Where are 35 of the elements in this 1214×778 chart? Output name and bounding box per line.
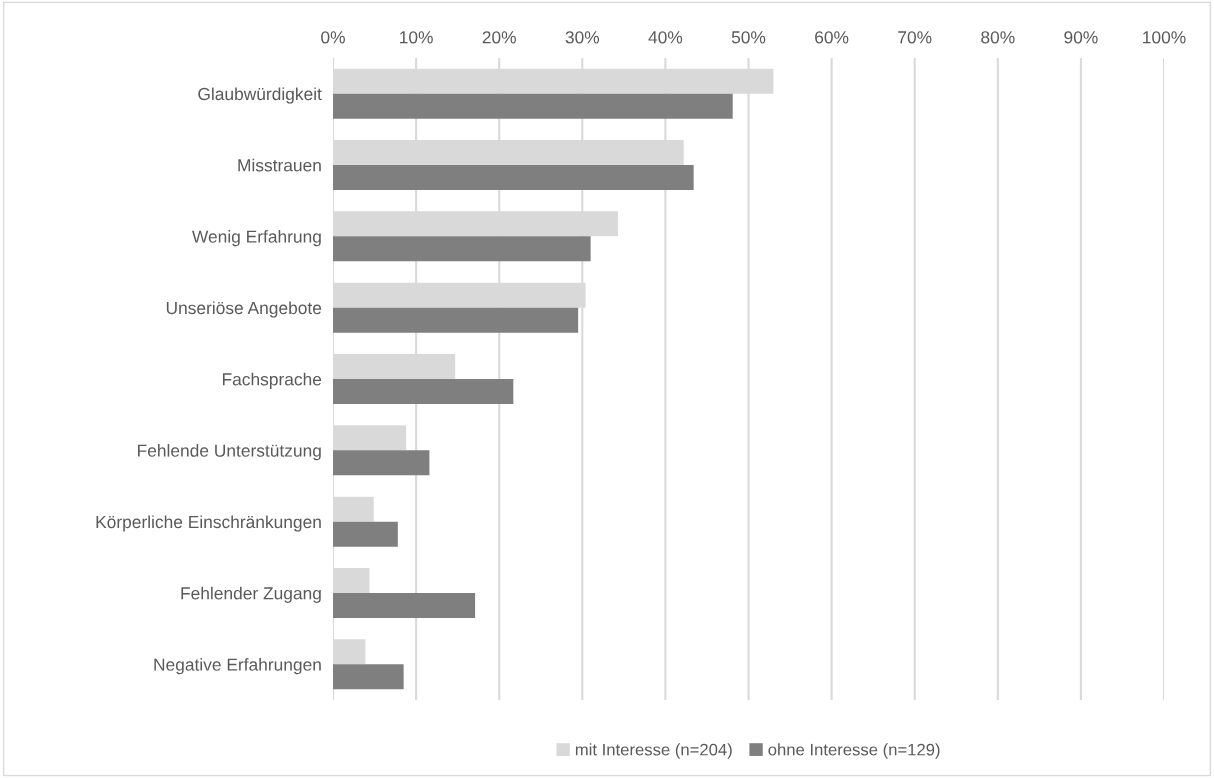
bar	[333, 664, 404, 690]
bar	[333, 639, 366, 665]
x-tick-label: 80%	[981, 31, 1015, 44]
bar	[333, 93, 733, 119]
y-tick-label: Fehlende Unterstützung	[138, 444, 321, 461]
bar	[333, 379, 514, 404]
y-tick-label: Negative Erfahrungen	[154, 658, 321, 675]
x-tick-label: 0%	[321, 31, 345, 44]
legend-label: ohne Interesse (n=129)	[768, 743, 940, 759]
y-tick-label: Fachsprache	[222, 372, 322, 389]
x-tick-label: 40%	[648, 31, 683, 44]
bar	[333, 425, 407, 451]
x-tick-label: 100%	[1143, 31, 1186, 44]
bar	[333, 593, 476, 618]
x-tick-label: 20%	[482, 31, 516, 44]
x-tick-label: 60%	[815, 31, 849, 44]
y-tick-label: Körperliche Einschränkungen	[96, 515, 321, 532]
x-tick-label: 50%	[731, 31, 766, 44]
bar	[333, 236, 591, 262]
y-tick-label: Wenig Erfahrung	[192, 230, 321, 247]
y-tick-label: Unseriöse Angebote	[166, 301, 322, 318]
x-tick-label: 10%	[400, 31, 433, 44]
bar	[333, 307, 579, 333]
y-tick-label: Glaubwürdigkeit	[198, 87, 322, 104]
y-tick-label: Misstrauen	[238, 158, 321, 172]
bar	[333, 165, 694, 190]
y-tick-label: Fehlender Zugang	[181, 586, 321, 603]
x-tick-label: 90%	[1064, 31, 1098, 44]
bar	[333, 496, 374, 522]
bar	[333, 568, 370, 593]
legend-label: mit Interesse (n=204)	[575, 743, 732, 759]
bar	[333, 521, 398, 547]
x-tick-label: 30%	[565, 31, 600, 44]
x-tick-label: 70%	[898, 31, 932, 44]
bar	[333, 450, 430, 476]
